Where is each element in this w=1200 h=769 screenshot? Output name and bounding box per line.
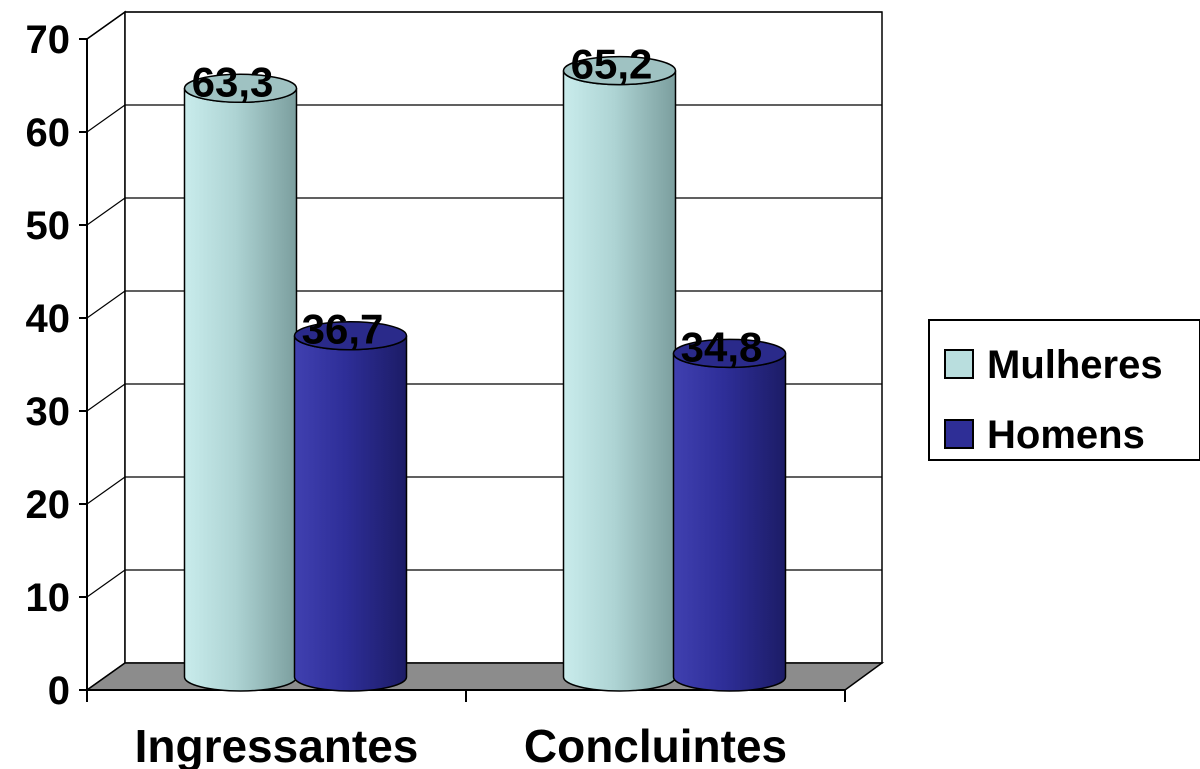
y-tick-label: 60 <box>26 111 71 155</box>
gridline-side <box>86 290 126 319</box>
bar-top-homens-ingressantes <box>293 320 408 351</box>
y-tick-label: 20 <box>26 483 71 527</box>
category-label: Concluintes <box>524 720 787 769</box>
gridline-side <box>86 383 126 412</box>
bar-mulheres-concluintes <box>562 70 677 692</box>
bar-mulheres-ingressantes <box>183 88 298 692</box>
bar-top-mulheres-ingressantes <box>183 73 298 104</box>
legend-label-mulheres: Mulheres <box>987 343 1163 387</box>
data-label: 36,7 <box>302 306 384 353</box>
gridline-side <box>86 11 126 40</box>
legend-label-homens: Homens <box>987 413 1145 457</box>
gridline-side <box>86 569 126 598</box>
data-label: 34,8 <box>681 323 763 370</box>
bar-top-mulheres-concluintes <box>562 55 677 86</box>
y-axis-ticks: 0 10 20 30 40 50 60 70 <box>26 18 71 713</box>
category-label: Ingressantes <box>135 720 419 769</box>
y-tick-label: 10 <box>26 576 71 620</box>
bars <box>183 55 787 692</box>
gridline-side <box>86 476 126 505</box>
y-tick-label: 70 <box>26 18 71 62</box>
legend-box <box>928 319 1200 461</box>
data-label: 63,3 <box>192 58 274 105</box>
legend-swatch-homens <box>944 419 974 449</box>
legend: Mulheres Homens <box>928 319 1200 461</box>
legend-swatch-mulheres <box>944 349 974 379</box>
category-labels: Ingressantes Concluintes <box>135 720 788 769</box>
data-label: 65,2 <box>571 41 653 88</box>
gridline-side <box>86 104 126 133</box>
y-tick-label: 50 <box>26 204 71 248</box>
side-wall <box>86 10 126 692</box>
gridline-side <box>86 197 126 226</box>
bar-homens-ingressantes <box>293 335 408 692</box>
data-labels: 63,3 36,7 65,2 34,8 <box>192 41 763 371</box>
y-tick-label: 30 <box>26 390 71 434</box>
y-tick-label: 40 <box>26 297 71 341</box>
bar-top-homens-concluintes <box>672 338 787 369</box>
y-tick-label: 0 <box>48 669 70 713</box>
bar-homens-concluintes <box>672 353 787 692</box>
